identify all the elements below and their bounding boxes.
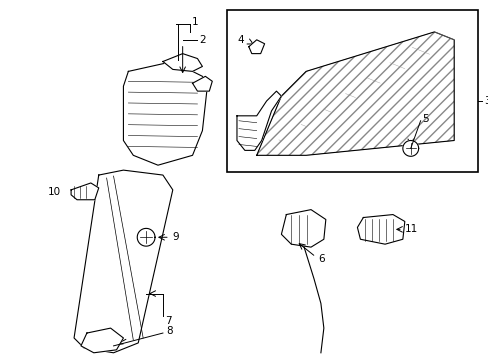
Polygon shape bbox=[137, 228, 155, 246]
Text: 5: 5 bbox=[422, 114, 428, 124]
Text: 11: 11 bbox=[404, 224, 417, 234]
Text: 9: 9 bbox=[172, 232, 179, 242]
Text: 10: 10 bbox=[48, 187, 61, 197]
Polygon shape bbox=[123, 62, 207, 165]
Polygon shape bbox=[402, 140, 418, 156]
Polygon shape bbox=[281, 210, 325, 247]
Text: 4: 4 bbox=[237, 35, 244, 45]
Text: 2: 2 bbox=[199, 35, 205, 45]
Text: 1: 1 bbox=[191, 17, 198, 27]
Text: 3: 3 bbox=[483, 96, 488, 106]
Polygon shape bbox=[71, 183, 99, 200]
Polygon shape bbox=[81, 328, 123, 353]
Polygon shape bbox=[74, 170, 172, 353]
Polygon shape bbox=[163, 54, 202, 71]
Text: 7: 7 bbox=[164, 316, 171, 326]
Text: 6: 6 bbox=[317, 254, 324, 264]
Polygon shape bbox=[357, 215, 404, 244]
Polygon shape bbox=[256, 32, 453, 155]
Polygon shape bbox=[248, 40, 264, 54]
FancyBboxPatch shape bbox=[226, 10, 477, 172]
Polygon shape bbox=[192, 76, 212, 91]
Text: 8: 8 bbox=[165, 326, 172, 336]
Polygon shape bbox=[237, 91, 281, 150]
